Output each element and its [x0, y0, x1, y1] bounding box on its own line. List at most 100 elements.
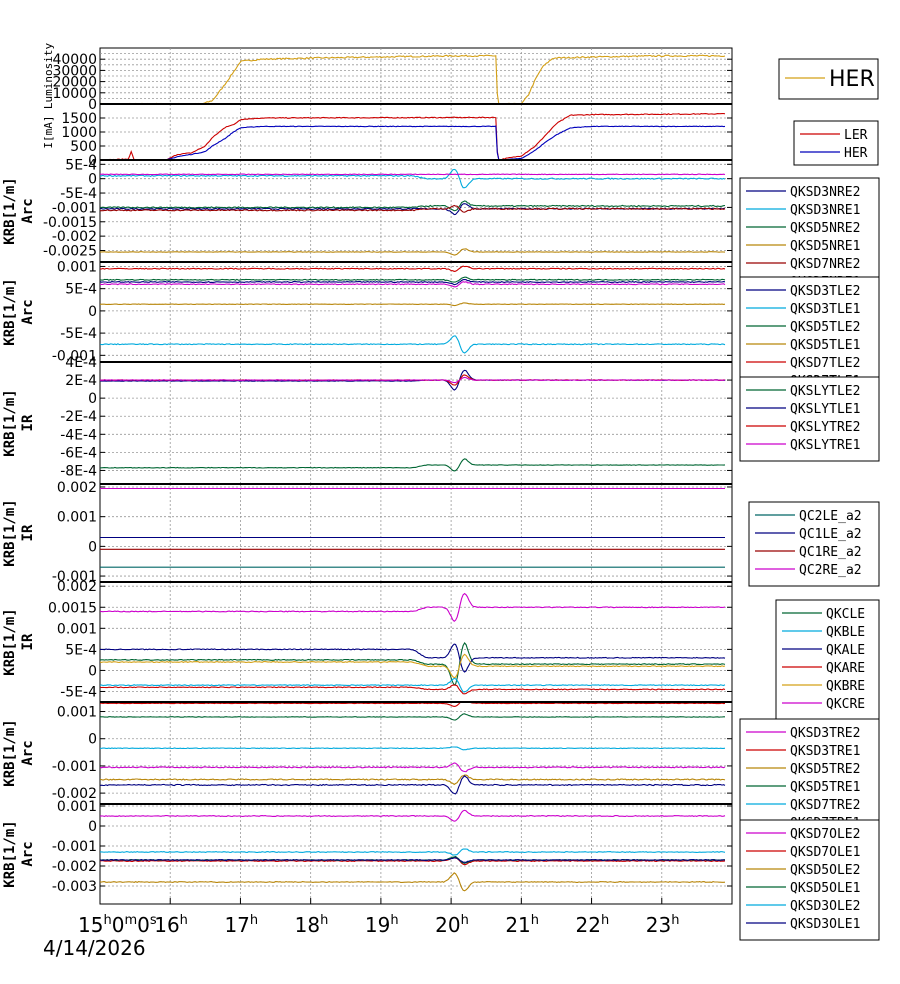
- y-tick-label: 0.001: [57, 621, 97, 637]
- series-line-QKBRE: [100, 653, 726, 679]
- legend-label: QKBLE: [826, 625, 865, 640]
- legend-label: QKSD3NRE1: [790, 203, 860, 218]
- y-tick-label: -8E-4: [60, 463, 97, 479]
- series-line-QKSD3OLE1: [100, 857, 725, 863]
- series-line-QKSD7TRE2: [100, 746, 726, 751]
- y-tick-label: -0.001: [52, 759, 97, 775]
- series-line-QKSD5OLE2: [100, 872, 726, 892]
- legend-label: QKBRE: [826, 679, 865, 694]
- y-axis-label: Arc: [20, 740, 36, 765]
- series-line-QKSD3TRE2: [100, 762, 726, 773]
- series-line-QKSD3OLE2: [100, 848, 726, 856]
- legend-label: QKSD3TLE2: [790, 284, 860, 299]
- y-tick-label: -0.001: [52, 569, 97, 585]
- series-line-QKSD7TLE2: [100, 265, 726, 272]
- legend-label: QKCLE: [826, 607, 865, 622]
- y-tick-label: 30000: [52, 63, 97, 79]
- y-tick-label: -5E-4: [60, 684, 97, 700]
- y-tick-label: 0: [88, 304, 97, 320]
- x-tick-label: 20h: [435, 913, 469, 937]
- x-tick-label: 18h: [295, 913, 329, 937]
- series-line-QKBLE: [100, 677, 726, 693]
- legend-label: QKSD5OLE2: [790, 863, 860, 878]
- x-tick-label: 17h: [224, 913, 258, 937]
- legend-label: QKSD5TLE2: [790, 320, 860, 335]
- legend-label: QKSD7OLE1: [790, 845, 860, 860]
- legend-label: QKSD7OLE2: [790, 827, 860, 842]
- series-line-QKSD5TLE1: [100, 302, 726, 307]
- series-line-QKSD5TRE2: [100, 774, 726, 786]
- panel-frame-arc4: [99, 803, 733, 905]
- y-tick-label: -0.003: [52, 879, 97, 895]
- series-line-QKSD7TRE1: [100, 775, 726, 795]
- legend-label: QKSD7TLE2: [790, 356, 860, 371]
- y-tick-label: 500: [70, 139, 97, 155]
- x-tick-label: 19h: [365, 913, 399, 937]
- y-tick-label: 0.001: [57, 259, 97, 275]
- y-tick-label: 0: [88, 819, 97, 835]
- y-axis-label: Luminosity: [42, 43, 55, 110]
- y-tick-label: -0.002: [52, 859, 97, 875]
- series-line-HER: [100, 54, 726, 104]
- series-line-QKARE: [100, 684, 726, 695]
- series-line-QKSD7TLE1: [100, 281, 726, 288]
- legend-label: QKSD7NRE2: [790, 257, 860, 272]
- y-axis-label: Arc: [20, 299, 36, 324]
- series-line-QKALE: [100, 643, 726, 673]
- y-tick-label: 10000: [52, 86, 97, 102]
- legend-label: QKSD3TLE1: [790, 302, 860, 317]
- legend-label: QKSD5OLE1: [790, 881, 860, 896]
- series-line-QKSD5NRE2: [100, 200, 726, 212]
- y-tick-label: -0.0015: [43, 215, 97, 231]
- y-tick-label: 2E-4: [65, 373, 97, 389]
- series-line-QKCLE: [100, 642, 726, 686]
- y-axis-label: KRB[1/m]: [2, 389, 18, 456]
- date-label: 4/14/2026: [43, 936, 146, 960]
- y-tick-label: 40000: [52, 52, 97, 68]
- y-axis-label: Arc: [20, 841, 36, 866]
- legend-label: QC2RE_a2: [799, 563, 862, 578]
- x-tick-label: 16h: [154, 913, 188, 937]
- legend-box-arc3: [739, 718, 880, 840]
- y-tick-label: 0: [88, 172, 97, 188]
- series-line-QKSD3NRE2: [100, 203, 726, 216]
- legend-box-lum: [778, 58, 879, 100]
- y-tick-label: 0.0015: [48, 600, 97, 616]
- y-tick-label: 0.001: [57, 510, 97, 526]
- legend-label: QKSLYTLE1: [790, 402, 860, 417]
- x-tick-label: 23h: [646, 913, 680, 937]
- legend-label: QKCRE: [826, 697, 865, 712]
- panel-frame-ir3: [99, 581, 733, 703]
- y-axis-label: KRB[1/m]: [2, 608, 18, 675]
- series-line-QKSD5TRE1: [100, 713, 725, 721]
- y-tick-label: -5E-4: [60, 186, 97, 202]
- legend-box-ir3: [775, 599, 880, 721]
- y-axis-label: KRB[1/m]: [2, 820, 18, 887]
- y-tick-label: 1000: [61, 125, 97, 141]
- y-tick-label: 4E-4: [65, 355, 97, 371]
- y-tick-label: -2E-4: [60, 409, 97, 425]
- y-tick-label: -4E-4: [60, 427, 97, 443]
- legend-label: QKSD5TRE1: [790, 780, 860, 795]
- y-tick-label: 0.001: [57, 799, 97, 815]
- legend-label: QKALE: [826, 643, 865, 658]
- y-tick-label: -0.001: [52, 839, 97, 855]
- legend-label: QKARE: [826, 661, 865, 676]
- x-tick-label: 21h: [505, 913, 539, 937]
- legend-label: QKSLYTRE2: [790, 420, 860, 435]
- y-tick-label: 0: [88, 97, 97, 113]
- y-axis-label: KRB[1/m]: [2, 177, 18, 244]
- y-tick-label: 5E-4: [65, 282, 97, 298]
- y-tick-label: 0: [88, 153, 97, 169]
- legend-box-ir2: [748, 501, 880, 587]
- legend-label: QKSD3NRE2: [790, 185, 860, 200]
- legend-label: QKSD7TRE2: [790, 798, 860, 813]
- y-tick-label: 0.002: [57, 579, 97, 595]
- series-line-QKSD7NRE1: [100, 173, 726, 176]
- series-line-QKSD7OLE1: [100, 857, 726, 866]
- series-line-QKSD3NRE1: [100, 168, 726, 189]
- legend-box-arc4: [739, 819, 880, 941]
- y-tick-label: -0.002: [52, 229, 97, 245]
- series-line-LER: [100, 112, 726, 160]
- series-line-QKSLYTLE2: [100, 458, 726, 472]
